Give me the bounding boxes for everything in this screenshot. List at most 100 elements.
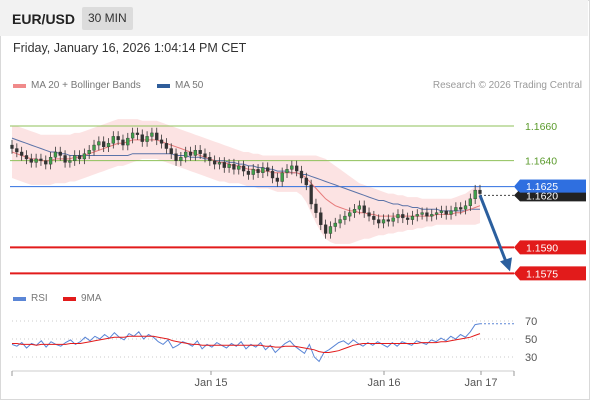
legend-ma50: MA 50 — [157, 80, 203, 91]
time-tick-0: Jan 15 — [194, 377, 227, 389]
legend-rsi-swatch — [13, 296, 26, 301]
legend-rsi-label: RSI — [31, 293, 48, 304]
candle-body-61 — [304, 177, 308, 186]
candle-body-79 — [391, 217, 395, 222]
candle-body-95 — [468, 198, 472, 206]
candle-body-15 — [82, 153, 87, 160]
candle-body-34 — [174, 153, 178, 161]
candle-body-3 — [24, 155, 29, 160]
candle-body-74 — [367, 212, 371, 217]
candle-body-73 — [362, 205, 366, 213]
candle-body-44 — [222, 162, 226, 168]
candle-body-56 — [280, 172, 284, 182]
candle-body-70 — [348, 212, 352, 217]
legend-9ma: 9MA — [63, 293, 102, 304]
candle-body-62 — [309, 184, 313, 205]
candle-body-86 — [425, 212, 429, 217]
rsi-tick-0: 70 — [525, 316, 537, 328]
candle-body-65 — [323, 224, 328, 234]
level-label-1: 1.1640 — [525, 156, 557, 168]
candle-body-33 — [169, 148, 173, 154]
candle-body-66 — [328, 226, 333, 234]
time-tick-1: Jan 16 — [367, 377, 400, 389]
candle-body-22 — [116, 136, 120, 141]
candle-body-25 — [130, 132, 135, 139]
candle-body-39 — [198, 150, 202, 154]
candle-body-12 — [68, 160, 72, 163]
candle-body-50 — [251, 169, 255, 175]
legend-9ma-label: 9MA — [81, 293, 102, 304]
candle-body-55 — [275, 177, 280, 182]
candle-body-10 — [58, 151, 62, 156]
candle-body-92 — [454, 207, 458, 212]
candle-body-17 — [92, 144, 96, 151]
candle-body-54 — [270, 170, 275, 179]
candle-body-64 — [319, 212, 323, 226]
candle-body-46 — [232, 163, 236, 170]
legend-rsi: RSI — [13, 293, 48, 304]
candle-body-26 — [135, 132, 140, 135]
candle-body-0 — [10, 144, 14, 149]
candle-body-59 — [295, 165, 299, 172]
chart-header: EUR/USD 30 MIN — [0, 0, 588, 36]
candle-body-30 — [155, 132, 159, 141]
candle-body-40 — [203, 153, 207, 158]
candle-body-45 — [227, 163, 231, 168]
legend-ma50-swatch — [157, 83, 170, 88]
legend-ma50-label: MA 50 — [175, 80, 204, 91]
candle-body-88 — [434, 212, 439, 215]
candle-body-82 — [405, 217, 410, 220]
candle-body-43 — [217, 162, 222, 165]
candle-body-93 — [459, 207, 463, 210]
candle-body-53 — [266, 167, 270, 172]
candle-body-71 — [352, 208, 357, 213]
candle-body-27 — [140, 134, 144, 142]
datetime-label: Friday, January 16, 2026 1:04:14 PM CET — [13, 41, 247, 55]
candle-body-6 — [39, 158, 43, 161]
candle-body-69 — [343, 215, 347, 220]
candle-body-87 — [430, 214, 434, 217]
candle-body-77 — [381, 219, 386, 224]
candle-body-1 — [15, 148, 19, 153]
candle-body-13 — [73, 155, 77, 161]
candle-body-51 — [256, 169, 260, 173]
candle-body-63 — [314, 203, 318, 213]
candle-body-83 — [410, 215, 415, 220]
rsi-line — [11, 323, 481, 363]
candle-body-90 — [444, 210, 448, 215]
time-tick-2: Jan 17 — [464, 377, 497, 389]
candle-body-29 — [150, 132, 154, 137]
candle-body-75 — [372, 215, 376, 220]
pivot-label-top: 1.1625 — [526, 181, 558, 193]
candle-body-41 — [208, 156, 212, 161]
candle-body-37 — [188, 151, 193, 156]
symbol-label: EUR/USD — [12, 11, 76, 27]
candle-body-2 — [20, 151, 24, 156]
candle-body-72 — [357, 205, 362, 210]
candle-body-67 — [333, 222, 337, 227]
candle-body-7 — [44, 160, 48, 165]
candle-body-35 — [179, 156, 183, 161]
candle-body-47 — [237, 165, 241, 170]
legend-ma20-label: MA 20 + Bollinger Bands — [31, 80, 141, 91]
candle-body-19 — [102, 141, 106, 148]
candle-body-94 — [463, 205, 468, 210]
projection-arrow-shaft — [478, 194, 509, 265]
ma50-line — [11, 137, 480, 212]
candle-body-89 — [439, 210, 444, 213]
candle-body-68 — [338, 219, 342, 224]
candle-body-42 — [212, 160, 217, 165]
timeframe-button[interactable]: 30 MIN — [82, 7, 133, 30]
rsi-tick-1: 50 — [525, 334, 537, 346]
candle-body-14 — [77, 155, 82, 160]
candle-body-9 — [53, 151, 58, 158]
projection-arrow-head — [500, 257, 512, 272]
candle-body-52 — [261, 167, 265, 174]
candle-body-85 — [420, 212, 424, 215]
pivot-tag-top — [514, 179, 586, 193]
candle-body-81 — [401, 214, 405, 219]
candle-body-80 — [396, 214, 400, 219]
level-label-0: 1.1660 — [525, 121, 557, 133]
candle-body-84 — [415, 214, 419, 217]
candle-body-38 — [193, 150, 197, 156]
